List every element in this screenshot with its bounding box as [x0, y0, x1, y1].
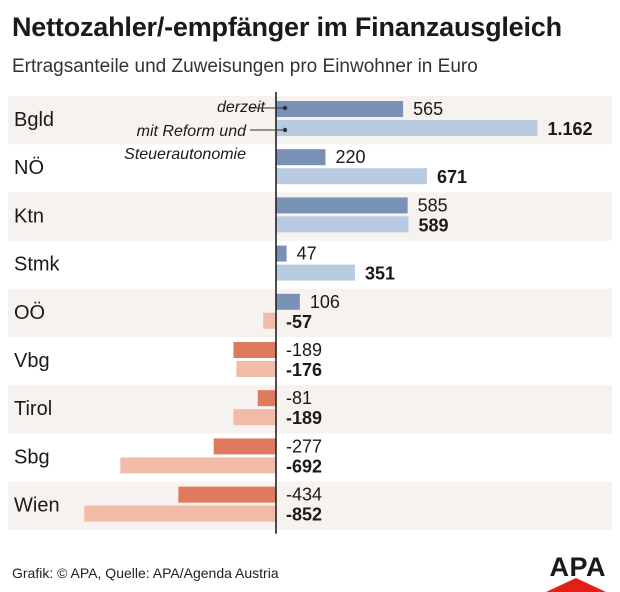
chart-subtitle: Ertragsanteile und Zuweisungen pro Einwo… [12, 56, 478, 77]
row-background [8, 385, 612, 434]
bar-derzeit [178, 486, 276, 503]
bar-derzeit [276, 149, 326, 166]
category-label: Stmk [14, 254, 61, 276]
data-label-reform: 589 [419, 215, 449, 235]
legend-leader-dot [282, 127, 288, 133]
legend-label-reform-line2: Steuerautonomie [124, 146, 246, 163]
data-label-derzeit: -81 [286, 388, 312, 408]
bar-derzeit [276, 245, 287, 262]
bar-reform [276, 264, 355, 281]
bar-reform [84, 505, 276, 522]
bar-reform [236, 361, 276, 377]
bar-derzeit [257, 390, 276, 407]
data-label-reform: -189 [286, 408, 322, 428]
row-background [8, 288, 612, 337]
data-label-derzeit: -189 [286, 340, 322, 360]
category-label: Tirol [14, 398, 52, 420]
legend-label-derzeit: derzeit [217, 99, 266, 116]
data-label-derzeit: 106 [310, 292, 340, 312]
data-label-derzeit: 565 [413, 99, 443, 119]
bar-derzeit [276, 293, 300, 310]
apa-logo-triangle [546, 578, 606, 592]
data-label-derzeit: 220 [336, 147, 366, 167]
bar-reform [276, 216, 409, 233]
data-label-derzeit: -434 [286, 485, 322, 505]
bar-derzeit [276, 101, 404, 117]
bar-reform [233, 409, 276, 426]
legend-leader-dot [282, 105, 288, 111]
bar-derzeit [276, 197, 408, 214]
bar-reform [276, 168, 427, 185]
category-label: Ktn [14, 205, 44, 227]
data-label-reform: 351 [365, 264, 395, 284]
source-credit: Grafik: © APA, Quelle: APA/Agenda Austri… [12, 565, 279, 581]
bar-reform [120, 457, 276, 474]
category-label: Bgld [14, 109, 54, 131]
bar-reform [276, 120, 538, 136]
data-label-reform: -692 [286, 456, 322, 476]
bar-derzeit [213, 438, 276, 455]
category-label: Wien [14, 495, 60, 517]
data-label-reform: 1.162 [547, 119, 592, 139]
chart-title: Nettozahler/-empfänger im Finanzausgleic… [12, 12, 562, 42]
data-label-derzeit: 585 [418, 195, 448, 215]
data-label-reform: -852 [286, 505, 322, 525]
category-label: OÖ [14, 302, 45, 324]
category-label: Vbg [14, 350, 50, 372]
data-label-reform: -57 [286, 312, 312, 332]
bar-reform [263, 312, 276, 329]
category-label: NÖ [14, 157, 44, 179]
data-label-derzeit: 47 [297, 244, 317, 264]
category-label: Sbg [14, 446, 50, 468]
bar-derzeit [233, 342, 276, 358]
data-label-derzeit: -277 [286, 436, 322, 456]
data-label-reform: 671 [437, 167, 467, 187]
data-label-reform: -176 [286, 360, 322, 380]
legend-label-reform: mit Reform und [137, 123, 247, 140]
apa-logo: APA [549, 552, 606, 582]
